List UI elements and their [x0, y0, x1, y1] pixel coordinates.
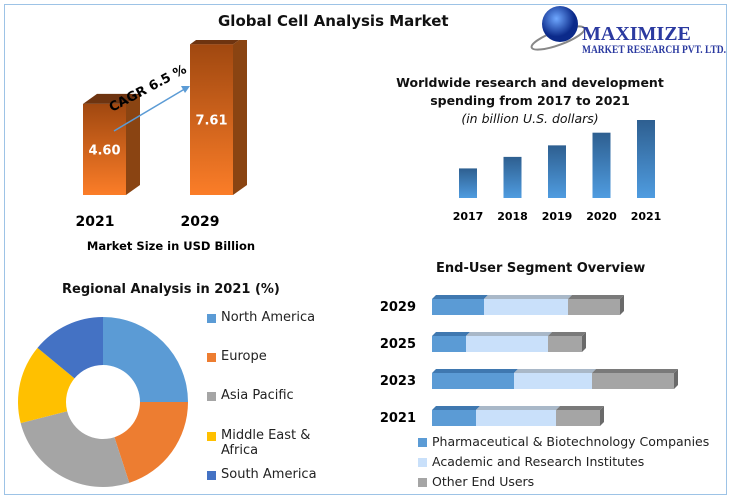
legend-item: Middle East & Africa	[207, 428, 310, 458]
legend-swatch	[418, 458, 427, 467]
rd-title-line2: spending from 2017 to 2021	[430, 93, 630, 108]
legend-label: Pharmaceutical & Biotechnology Companies	[432, 434, 710, 449]
legend-label: Other End Users	[432, 474, 535, 489]
legend-swatch	[207, 432, 216, 441]
x-tick-label: 2020	[586, 210, 617, 223]
bar-row-2029: 2029	[380, 295, 624, 315]
bar-row-2021: 2021	[380, 406, 604, 426]
segment	[568, 299, 620, 315]
legend-item: Europe	[207, 349, 267, 364]
regional-title: Regional Analysis in 2021 (%)	[62, 282, 280, 297]
bar-2029: 7.61	[190, 40, 247, 196]
legend-swatch	[207, 392, 216, 401]
legend-item: North America	[207, 310, 315, 325]
logo: MAXIMIZE MARKET RESEARCH PVT. LTD.	[520, 2, 730, 58]
bar-row-2025: 2025	[380, 332, 586, 352]
slice-asia-pacific	[20, 411, 130, 487]
segment	[476, 410, 556, 426]
slice-middle-east-africa	[18, 347, 75, 424]
segment	[432, 299, 484, 315]
x-tick-label: 2021	[631, 210, 662, 223]
legend-item: Academic and Research Institutes	[418, 454, 709, 474]
x-axis-label: Market Size in USD Billion	[87, 239, 255, 253]
legend-swatch	[418, 438, 427, 447]
page-title: Global Cell Analysis Market	[218, 12, 449, 30]
slice-europe	[114, 402, 188, 483]
bar-2017	[459, 168, 477, 198]
legend-item: Asia Pacific	[207, 388, 294, 403]
legend-item: Pharmaceutical & Biotechnology Companies	[418, 434, 709, 454]
segment	[484, 299, 568, 315]
x-tick-label: 2019	[542, 210, 573, 223]
y-tick-label: 2025	[380, 337, 416, 352]
data-label: 4.60	[88, 143, 120, 158]
data-label: 7.61	[195, 114, 227, 129]
slice-north-america	[103, 317, 188, 402]
y-tick-label: 2021	[380, 411, 416, 426]
regional-donut	[18, 317, 188, 487]
bar-row-2023: 2023	[380, 369, 678, 389]
legend-label: Asia Pacific	[221, 388, 294, 403]
logo-sub: MARKET RESEARCH PVT. LTD.	[582, 44, 726, 56]
bar-2019	[548, 145, 566, 198]
rd-chart: 2017 2018 2019 2020 2021	[453, 120, 662, 223]
rd-title-line1: Worldwide research and development	[396, 75, 664, 90]
enduser-title: End-User Segment Overview	[436, 261, 646, 276]
segment	[466, 336, 548, 352]
globe-icon: MAXIMIZE MARKET RESEARCH PVT. LTD.	[530, 6, 726, 56]
legend-item: South America	[207, 467, 317, 482]
legend-swatch	[207, 353, 216, 362]
x-tick-label: 2018	[497, 210, 528, 223]
legend-label: North America	[221, 310, 316, 325]
cagr-label: CAGR 6.5 %	[107, 62, 189, 115]
enduser-chart: 2029 2025 2023 2021	[380, 295, 678, 426]
legend-swatch	[207, 471, 216, 480]
cagr-arrow	[113, 86, 189, 132]
bar-2021	[637, 120, 655, 198]
x-tick-label: 2017	[453, 210, 484, 223]
segment	[432, 410, 476, 426]
logo-name: MAXIMIZE	[582, 23, 691, 45]
bar-2018	[503, 156, 522, 198]
enduser-legend: Pharmaceutical & Biotechnology Companies…	[418, 434, 709, 494]
x-tick-label: 2029	[181, 214, 220, 230]
segment	[432, 336, 466, 352]
x-tick-label: 2021	[76, 214, 115, 230]
legend-item: Other End Users	[418, 474, 709, 494]
segment	[548, 336, 582, 352]
cagr-arrowhead	[181, 86, 190, 93]
rd-subtitle: (in billion U.S. dollars)	[461, 111, 599, 126]
bar-2020	[592, 132, 611, 198]
bar-2021: 4.60	[83, 93, 140, 195]
legend-label: Academic and Research Institutes	[432, 454, 645, 469]
segment	[514, 373, 592, 389]
legend-swatch	[207, 314, 216, 323]
segment	[556, 410, 600, 426]
y-tick-label: 2023	[380, 374, 416, 389]
legend-label: Middle East & Africa	[221, 428, 311, 458]
legend-label: South America	[221, 467, 317, 482]
infographic-frame	[4, 4, 727, 495]
slice-south-america	[37, 317, 103, 379]
rd-chart-title: Worldwide research and development spend…	[380, 74, 680, 128]
y-tick-label: 2029	[380, 300, 416, 315]
segment	[592, 373, 674, 389]
market-size-chart: 4.60 7.61 CAGR 6.5 % 2021 2029 Market Siz…	[76, 40, 255, 253]
segment	[432, 373, 514, 389]
legend-swatch	[418, 478, 427, 487]
legend-label: Europe	[221, 349, 267, 364]
